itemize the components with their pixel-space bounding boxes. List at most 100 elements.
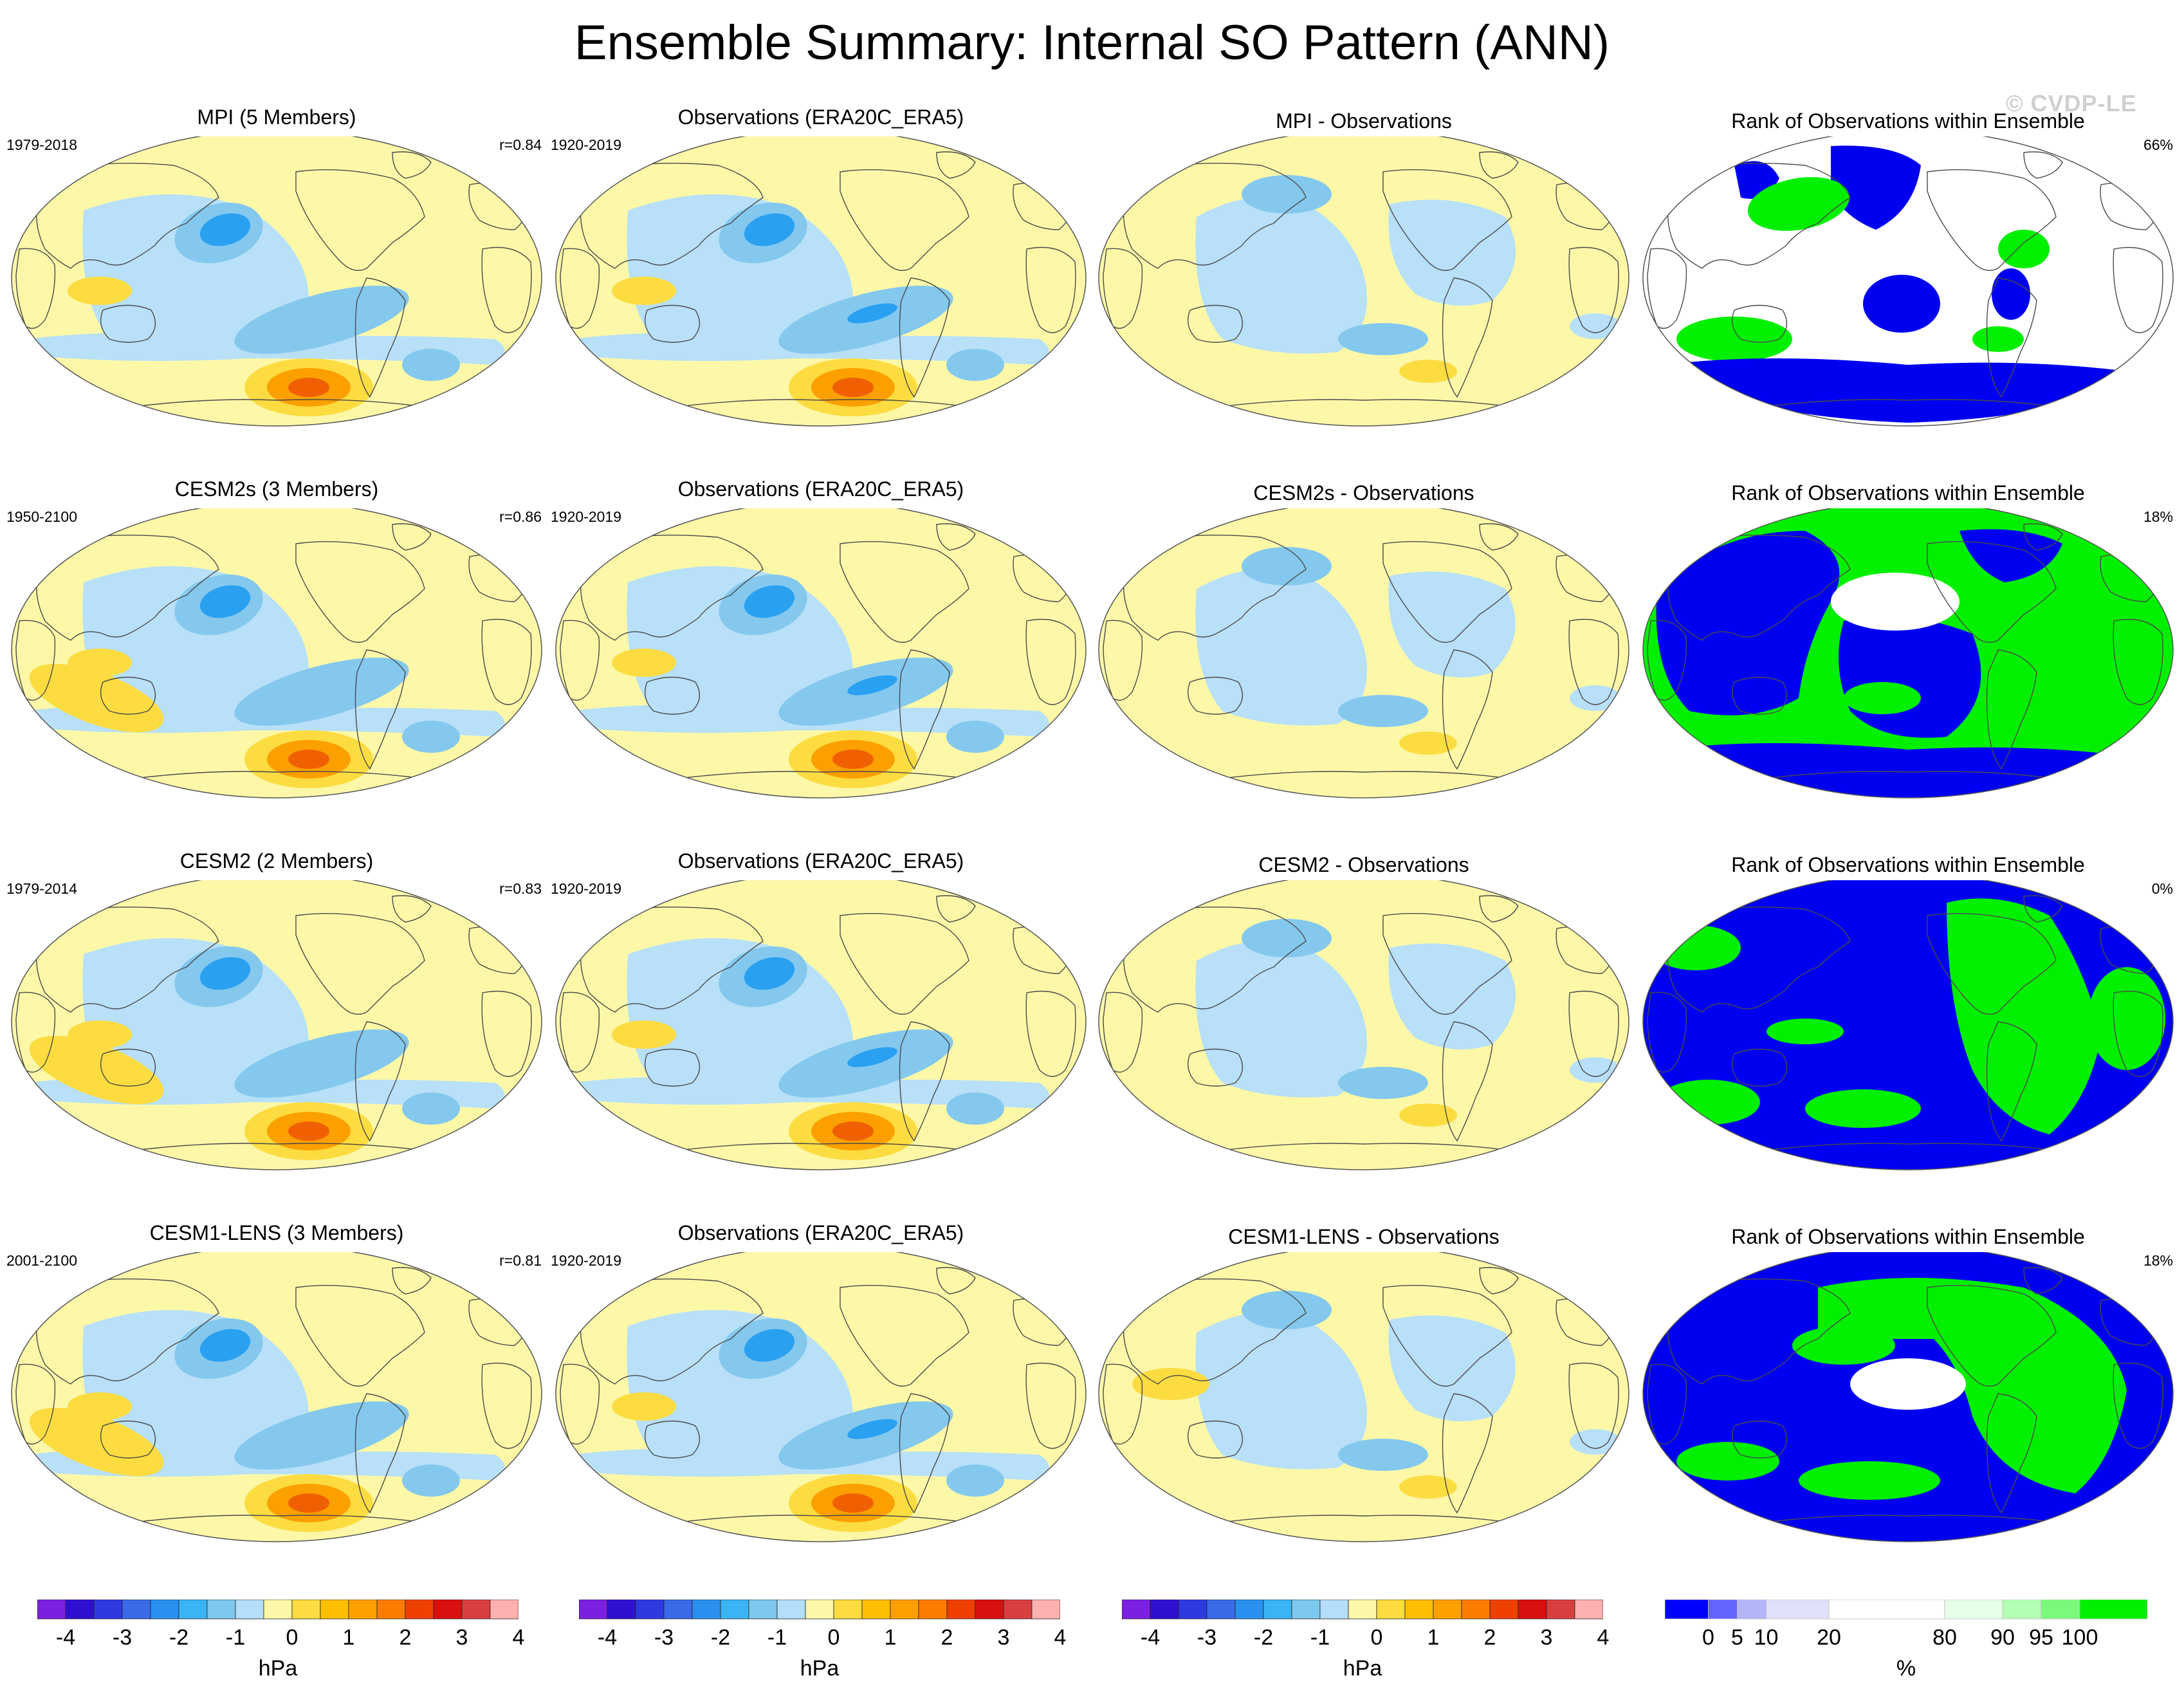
colorbar-diff-hpa: -4 -3 -2 -1 0 1 2 3 4 hPa: [1121, 1599, 1609, 1686]
outline-south-america: [354, 277, 406, 398]
outline-greenland: [936, 895, 976, 923]
map-field: [1643, 880, 2173, 1170]
map-field: [1099, 136, 1629, 426]
outline-north-america: [295, 169, 425, 271]
positive-anomaly-amundsen-core: [288, 1121, 329, 1141]
colorbar-tick-label: -3: [112, 1625, 133, 1650]
negative-anomaly-indian-ocean: [1570, 685, 1621, 711]
colorbar-swatch-13: [946, 1599, 976, 1620]
outline-south-america: [1986, 1021, 2037, 1142]
outline-north-america: [1927, 540, 2057, 643]
outline-asia: [1667, 162, 1851, 269]
colorbar-swatch-6: [206, 1599, 236, 1620]
colorbar-tick-label: -1: [767, 1625, 787, 1650]
outline-africa-east: [2113, 1362, 2163, 1449]
colorbar-swatch-4: [1828, 1599, 1945, 1620]
watermark-label: © CVDP-LE: [2006, 90, 2137, 116]
outline-asia: [580, 1278, 764, 1385]
outline-australia: [1732, 1420, 1788, 1459]
years-label-model-4: 2001-2100: [6, 1252, 77, 1269]
outline-north-america: [840, 912, 969, 1015]
positive-anomaly-amundsen-core: [832, 1121, 874, 1141]
colorbar-tick-label: 0: [827, 1625, 840, 1650]
panel-title-diff-4: CESM1-LENS - Observations: [1228, 1225, 1500, 1248]
outline-africa-east: [2113, 618, 2163, 705]
positive-anomaly-maritime-continent: [612, 1020, 676, 1049]
outline-antarctica: [1740, 771, 2076, 782]
negative-anomaly-aleutian-core: [199, 1329, 251, 1362]
negative-anomaly-south-pacific-core: [847, 1419, 897, 1439]
colorbar-tick-label: 4: [512, 1625, 525, 1650]
colorbar-swatch-8: [1348, 1599, 1377, 1620]
negative-anomaly-pacific: [1195, 1312, 1367, 1470]
colorbar-swatches: [1664, 1599, 2148, 1620]
outline-greenland: [2023, 1267, 2063, 1295]
outline-africa: [560, 992, 600, 1073]
outline-australia: [100, 1048, 156, 1087]
positive-anomaly-maritime-continent: [612, 649, 676, 677]
outline-africa: [1103, 1363, 1143, 1444]
colorbar-swatches: [578, 1599, 1061, 1620]
panel-title-model-2: CESM2s (3 Members): [174, 477, 379, 501]
colorbar-swatch-9: [1376, 1599, 1406, 1620]
colorbar-swatch-10: [320, 1599, 349, 1620]
positive-anomaly-amundsen-core: [288, 1493, 329, 1513]
negative-anomaly-north-pacific: [1242, 1291, 1332, 1329]
negative-anomaly-south-pacific-core: [847, 303, 897, 324]
rank-low-north-america: [1959, 529, 2062, 582]
colorbar-swatch-2: [93, 1599, 123, 1620]
colorbar-swatch-2: [1737, 1599, 1766, 1620]
outline-greenland: [1479, 1267, 1519, 1295]
negative-anomaly-aleutian-core: [744, 957, 795, 990]
panel-title-model-3: CESM2 (2 Members): [179, 849, 374, 872]
colorbar-swatch-3: [663, 1599, 693, 1620]
map-field: [1099, 1252, 1629, 1542]
colorbar-swatch-8: [2079, 1599, 2148, 1620]
colorbar-swatch-15: [1546, 1599, 1575, 1620]
panel-obs-row-1: Observations (ERA20C_ERA5) 1920-2019: [551, 104, 1091, 476]
years-label-obs-2: 1920-2019: [551, 508, 621, 525]
positive-anomaly-south-america: [1399, 360, 1457, 383]
panel-title-obs-4: Observations (ERA20C_ERA5): [677, 1221, 964, 1244]
colorbar-tick-label: 2: [941, 1625, 953, 1650]
outline-africa-east: [481, 246, 532, 333]
negative-anomaly-atlantic: [1388, 199, 1516, 306]
colorbar-swatch-6: [1291, 1599, 1321, 1620]
outline-north-america: [295, 1284, 425, 1387]
map-obs-4: [555, 1252, 1087, 1542]
outline-australia: [1188, 676, 1243, 715]
outline-north-america: [1382, 912, 1512, 1015]
map-diff-1: [1098, 136, 1629, 427]
outline-australia: [645, 1048, 701, 1087]
map-frame: [555, 1252, 1087, 1542]
outline-australia: [1188, 1048, 1243, 1087]
negative-anomaly-south-pacific: [1338, 695, 1428, 727]
outline-north-america: [840, 540, 969, 643]
colorbar-swatch-7: [2041, 1599, 2080, 1620]
outline-australia: [100, 304, 156, 343]
map-frame: [555, 136, 1087, 427]
colorbar-swatch-9: [833, 1599, 863, 1620]
map-model-3: [11, 880, 542, 1170]
panel-rank-row-2: Rank of Observations within Ensemble 18%: [1638, 476, 2178, 848]
outline-africa-east: [1568, 990, 1619, 1077]
map-obs-2: [555, 508, 1087, 798]
outline-africa: [15, 1363, 56, 1444]
rank-high-southern-indian: [1676, 317, 1792, 362]
rank-high-indian-ocean: [2088, 967, 2165, 1070]
colorbar-swatch-10: [1404, 1599, 1434, 1620]
outline-africa-east: [481, 618, 532, 705]
colorbar-swatch-6: [2002, 1599, 2042, 1620]
negative-anomaly-aleutian-core: [744, 585, 795, 618]
colorbar-tick-label: 1: [884, 1625, 897, 1650]
map-frame: [555, 880, 1087, 1170]
positive-anomaly-maritime-continent: [612, 277, 676, 305]
negative-anomaly-south-atlantic: [946, 721, 1004, 753]
outline-australia: [645, 676, 701, 715]
positive-anomaly-indian-ocean: [29, 663, 164, 733]
positive-anomaly-amundsen-core: [832, 750, 874, 769]
outline-south-america: [354, 1021, 406, 1142]
colorbar-swatch-15: [1003, 1599, 1032, 1620]
negative-anomaly-aleutian-core: [199, 585, 251, 618]
colorbar-tick-label: 2: [399, 1625, 412, 1650]
